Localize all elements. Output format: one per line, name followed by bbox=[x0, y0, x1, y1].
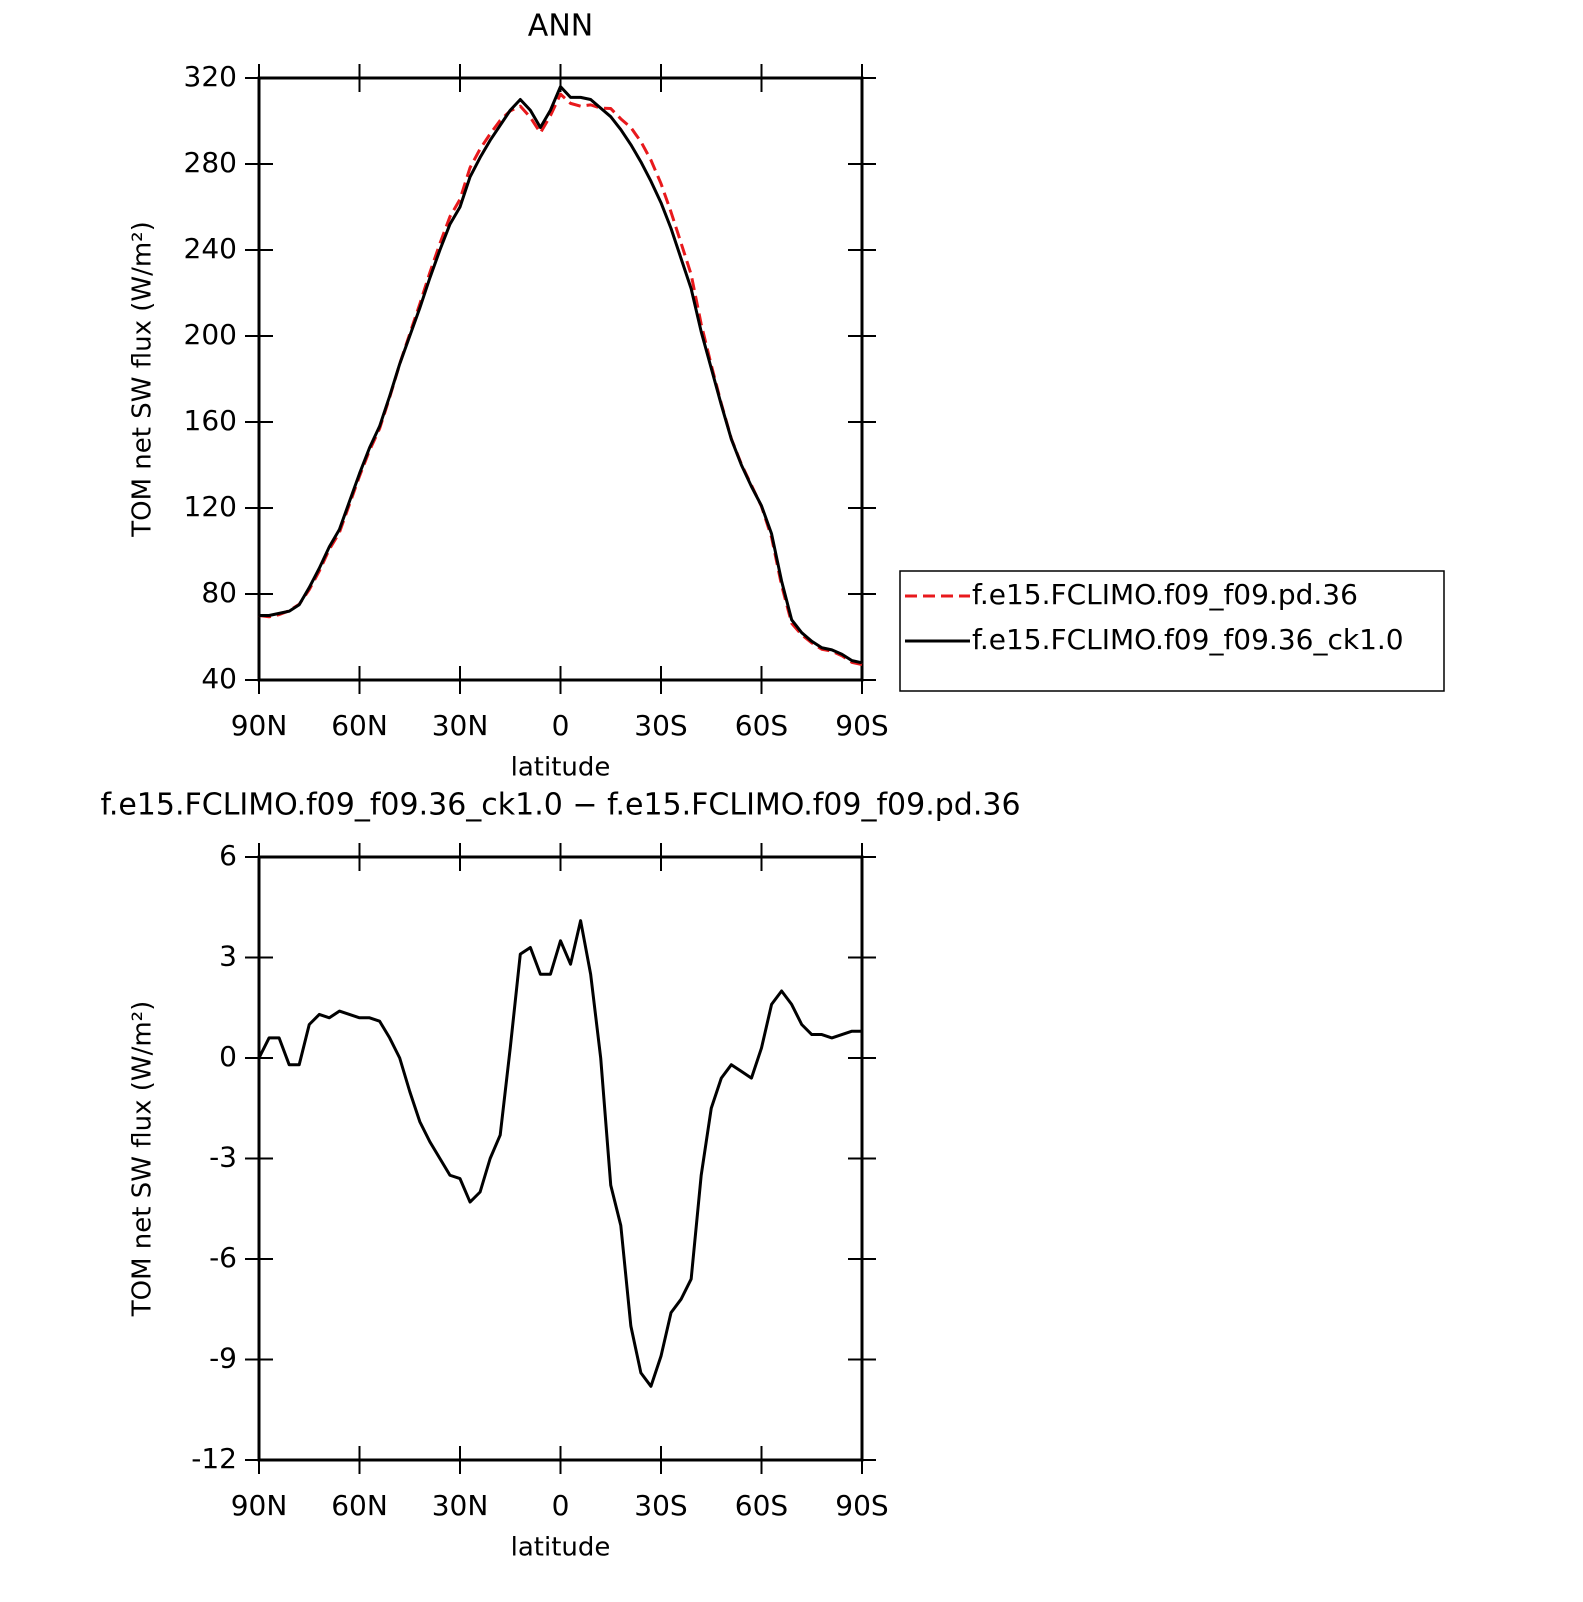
x-tick-label: 90S bbox=[835, 1489, 888, 1522]
x-tick-label: 30S bbox=[634, 709, 687, 742]
plot-frame bbox=[257, 855, 864, 1462]
data-line bbox=[258, 92, 863, 666]
x-tick-label: 30S bbox=[634, 1489, 687, 1522]
y-tick-label: 120 bbox=[184, 490, 237, 523]
y-tick-label: 3 bbox=[219, 940, 237, 973]
x-tick-label: 90N bbox=[231, 1489, 288, 1522]
x-axis-label: latitude bbox=[511, 1533, 611, 1563]
data-line bbox=[259, 85, 863, 665]
x-tick-label: 30N bbox=[432, 709, 489, 742]
y-axis-label: TOM net SW flux (W/m²) bbox=[128, 221, 158, 537]
y-tick-label: 280 bbox=[184, 146, 237, 179]
x-tick-label: 60N bbox=[331, 1489, 388, 1522]
x-tick-label: 0 bbox=[552, 709, 570, 742]
x-axis-label: latitude bbox=[511, 753, 611, 783]
data-line bbox=[257, 919, 862, 1388]
y-tick-label: -9 bbox=[209, 1342, 237, 1375]
y-tick-label: 40 bbox=[201, 662, 237, 695]
legend-box bbox=[899, 570, 1445, 692]
x-tick-label: 60N bbox=[331, 709, 388, 742]
x-tick-label: 60S bbox=[735, 1489, 788, 1522]
y-tick-label: 0 bbox=[219, 1040, 237, 1073]
y-tick-label: -3 bbox=[209, 1141, 237, 1174]
y-tick-label: 160 bbox=[184, 404, 237, 437]
y-axis-label: TOM net SW flux (W/m²) bbox=[128, 1001, 158, 1317]
y-tick-label: 6 bbox=[219, 839, 237, 872]
y-tick-label: 240 bbox=[184, 232, 237, 265]
chart-title: f.e15.FCLIMO.f09_f09.36_ck1.0 − f.e15.FC… bbox=[100, 788, 1020, 823]
x-tick-label: 60S bbox=[735, 709, 788, 742]
plot-frame bbox=[257, 76, 864, 682]
y-tick-label: -12 bbox=[191, 1442, 237, 1475]
y-tick-label: -6 bbox=[209, 1241, 237, 1274]
x-tick-label: 30N bbox=[432, 1489, 489, 1522]
legend-label: f.e15.FCLIMO.f09_f09.pd.36 bbox=[972, 578, 1358, 611]
chart-title: ANN bbox=[528, 9, 593, 44]
y-tick-label: 80 bbox=[201, 576, 237, 609]
legend-label: f.e15.FCLIMO.f09_f09.36_ck1.0 bbox=[972, 623, 1404, 656]
y-tick-label: 320 bbox=[184, 60, 237, 93]
y-tick-label: 200 bbox=[184, 318, 237, 351]
x-tick-label: 90S bbox=[835, 709, 888, 742]
x-tick-label: 90N bbox=[231, 709, 288, 742]
x-tick-label: 0 bbox=[552, 1489, 570, 1522]
